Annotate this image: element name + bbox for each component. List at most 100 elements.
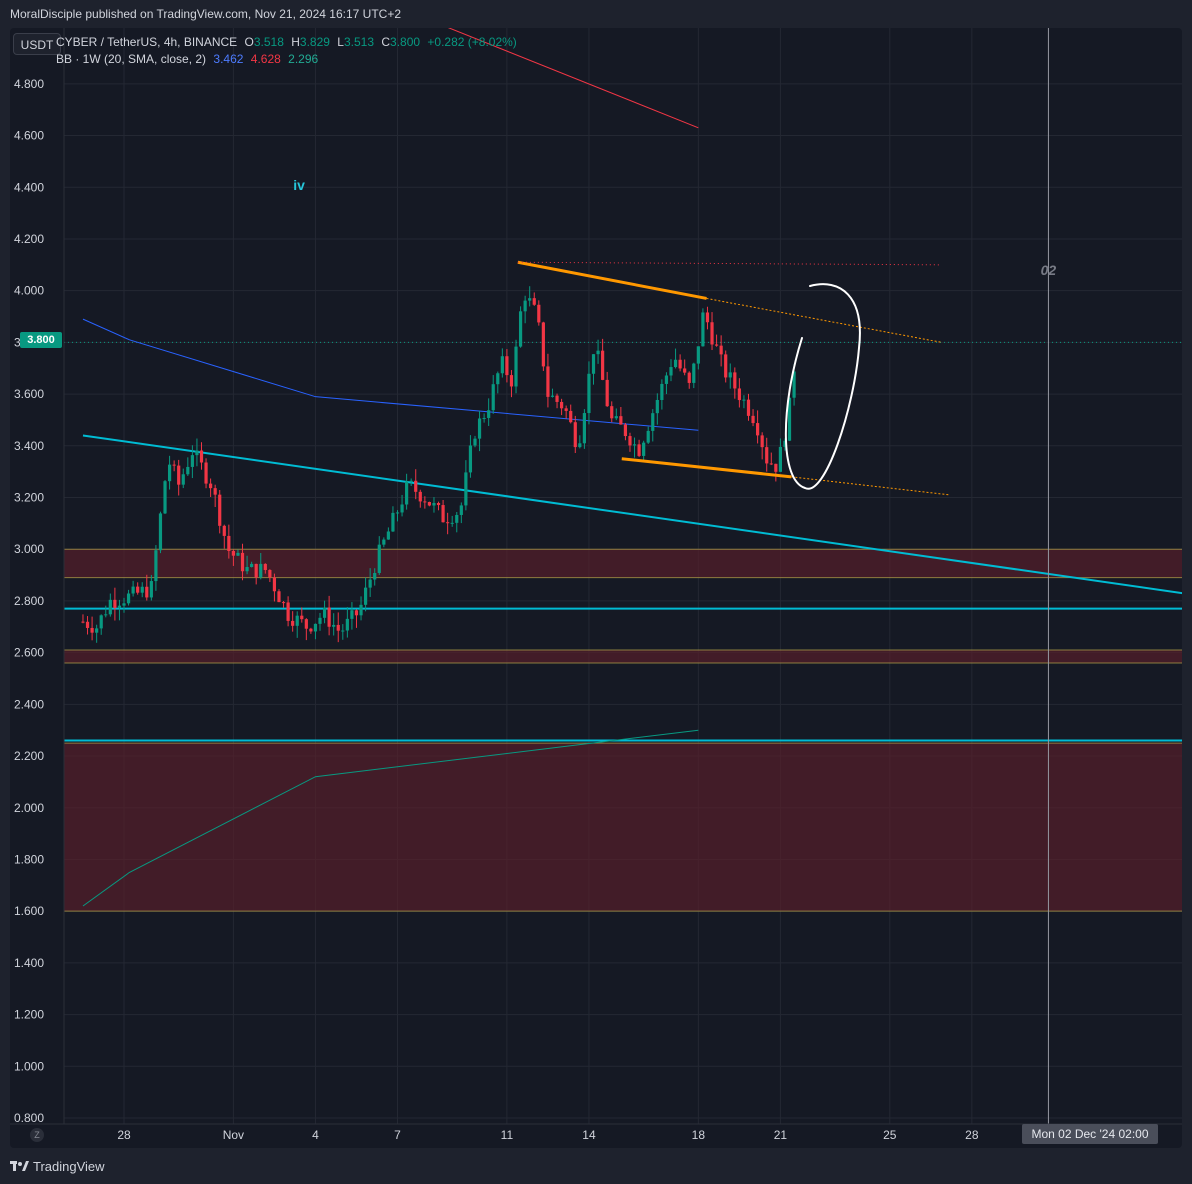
candle-body (792, 371, 796, 398)
candle-body (459, 505, 463, 515)
close-label: C (381, 35, 391, 49)
candle-body (560, 401, 564, 409)
crosshair-date-badge: Mon 02 Dec '24 02:00 (1022, 1124, 1158, 1144)
candle-body (714, 344, 719, 346)
candle-body (742, 399, 746, 401)
candle-body (446, 522, 450, 524)
candle-body (291, 620, 295, 626)
candle-body (263, 563, 267, 571)
drawings: iv 02 (293, 28, 1056, 1124)
y-tick-label: 2.000 (14, 801, 44, 815)
price-chart[interactable]: iv 02 4.800 4.600 4.400 4.200 4.000 3.800 3.600… (10, 28, 1182, 1148)
candle-body (719, 345, 723, 355)
candle-body (113, 599, 117, 608)
hand-drawn-circle (784, 283, 861, 490)
candle-body (167, 464, 172, 482)
candle-body (227, 535, 231, 551)
candle-body (304, 619, 308, 629)
candles (81, 286, 796, 643)
candle-body (769, 463, 773, 465)
candle-body (322, 607, 327, 618)
candle-body (614, 416, 618, 419)
y-tick-label: 2.600 (14, 646, 44, 660)
x-tick-label: 4 (312, 1128, 319, 1142)
currency-badge[interactable]: USDT (13, 33, 61, 55)
axes: 4.800 4.600 4.400 4.200 4.000 3.800 3.600 3.400… (10, 28, 1182, 1142)
candle-body (664, 375, 669, 384)
candle-body (350, 610, 354, 619)
zoom-reset-button[interactable]: Z (30, 1128, 44, 1142)
candle-body (368, 579, 372, 588)
candle-body (327, 607, 331, 627)
candle-body (254, 563, 258, 578)
candle-body (277, 591, 281, 603)
high-value: 3.829 (299, 35, 330, 49)
candle-body (628, 436, 632, 446)
descending-trendline (82, 434, 1182, 595)
candle-body (313, 623, 318, 632)
last-price-badge: 3.800 (20, 332, 62, 348)
candle-body (414, 480, 418, 492)
candle-body (692, 363, 696, 383)
candle-body (341, 630, 345, 632)
candle-body (678, 359, 682, 369)
candle-body (509, 375, 514, 387)
y-tick-label: 3.200 (14, 491, 44, 505)
x-tick-label: 25 (883, 1128, 897, 1142)
candle-body (427, 502, 432, 506)
candle-body (332, 624, 336, 627)
bb-label[interactable]: BB · 1W (20, SMA, close, 2) (56, 52, 207, 66)
publisher-bar: MoralDisciple published on TradingView.c… (0, 0, 1192, 28)
y-tick-label: 2.800 (14, 594, 44, 608)
candle-body (149, 581, 153, 598)
candle-body (582, 413, 586, 444)
channel-top-extension (706, 297, 942, 343)
x-tick-label: 11 (501, 1128, 514, 1142)
candle-body (710, 322, 714, 345)
channel-top-line (517, 260, 707, 300)
change-value: +0.282 (+8.02%) (427, 35, 517, 49)
candle-body (673, 359, 678, 368)
open-value: 3.518 (253, 35, 284, 49)
bb-basis-line (82, 318, 699, 431)
y-tick-label: 1.600 (14, 904, 44, 918)
candle-body (158, 513, 163, 551)
candle-body (518, 311, 523, 347)
candle-body (610, 406, 614, 419)
candle-body (550, 395, 555, 397)
candle-body (687, 372, 691, 383)
candle-body (231, 550, 235, 556)
candle-body (382, 539, 386, 545)
candle-body (136, 586, 140, 593)
y-tick-label: 4.200 (14, 232, 44, 246)
candle-body (172, 464, 176, 466)
candle-body (154, 550, 158, 582)
candle-body (95, 628, 99, 633)
candle-body (596, 350, 600, 355)
candle-body (195, 450, 199, 456)
candle-body (436, 502, 441, 506)
candle-body (122, 603, 126, 606)
high-label: H (291, 35, 300, 49)
zones (64, 548, 1182, 912)
candle-body (737, 388, 741, 401)
chart-panel[interactable]: iv 02 4.800 4.600 4.400 4.200 4.000 3.800 3.600… (10, 28, 1182, 1148)
symbol-label[interactable]: CYBER / TetherUS, 4h, BINANCE (56, 35, 238, 49)
candle-body (605, 379, 609, 407)
candle-body (705, 312, 710, 323)
bb-lower-value: 2.296 (288, 52, 319, 66)
candle-body (528, 298, 532, 301)
candle-body (537, 304, 541, 323)
candle-body (491, 384, 495, 411)
bb-basis-value: 3.462 (213, 52, 244, 66)
candle-body (591, 354, 596, 374)
candle-body (660, 383, 664, 400)
resistance-dotted-line (517, 261, 940, 266)
candle-body (104, 614, 108, 616)
candle-body (145, 586, 149, 598)
candle-body (386, 531, 390, 540)
candle-body (409, 480, 413, 482)
low-label: L (337, 35, 344, 49)
candle-body (541, 322, 545, 367)
candle-body (363, 587, 368, 605)
